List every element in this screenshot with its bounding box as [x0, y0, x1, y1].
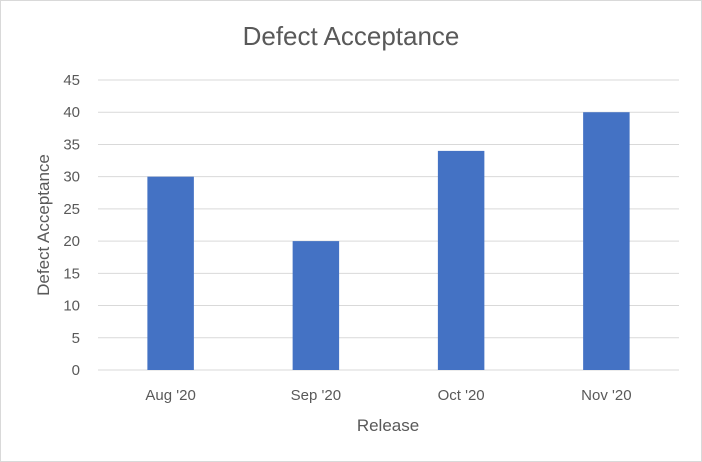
x-tick-labels: Aug '20 Sep '20 Oct '20 Nov '20 — [145, 387, 631, 404]
bar-3 — [583, 112, 630, 370]
y-tick-label: 35 — [63, 136, 80, 153]
y-tick-label: 15 — [63, 265, 80, 282]
y-tick-label: 20 — [63, 233, 80, 250]
x-tick-label: Nov '20 — [581, 387, 631, 404]
bar-0 — [147, 176, 194, 370]
bar-2 — [437, 150, 485, 370]
bars — [147, 112, 630, 370]
x-tick-label: Sep '20 — [291, 387, 341, 404]
y-tick-label: 5 — [72, 330, 80, 347]
gridlines — [98, 79, 679, 371]
chart-title: Defect Acceptance — [242, 21, 460, 51]
y-tick-label: 10 — [63, 298, 80, 315]
x-tick-label: Oct '20 — [438, 387, 485, 404]
y-tick-label: 25 — [63, 201, 80, 218]
x-tick-label: Aug '20 — [145, 387, 195, 404]
bar-1 — [292, 241, 340, 370]
y-tick-label: 0 — [72, 362, 80, 379]
y-tick-label: 45 — [63, 72, 80, 89]
y-tick-label: 30 — [63, 169, 80, 186]
y-tick-labels: 0 5 10 15 20 25 30 35 40 45 — [63, 72, 80, 379]
y-tick-label: 40 — [63, 104, 80, 121]
x-axis-title: Release — [357, 416, 419, 435]
y-axis-title: Defect Acceptance — [34, 154, 53, 296]
